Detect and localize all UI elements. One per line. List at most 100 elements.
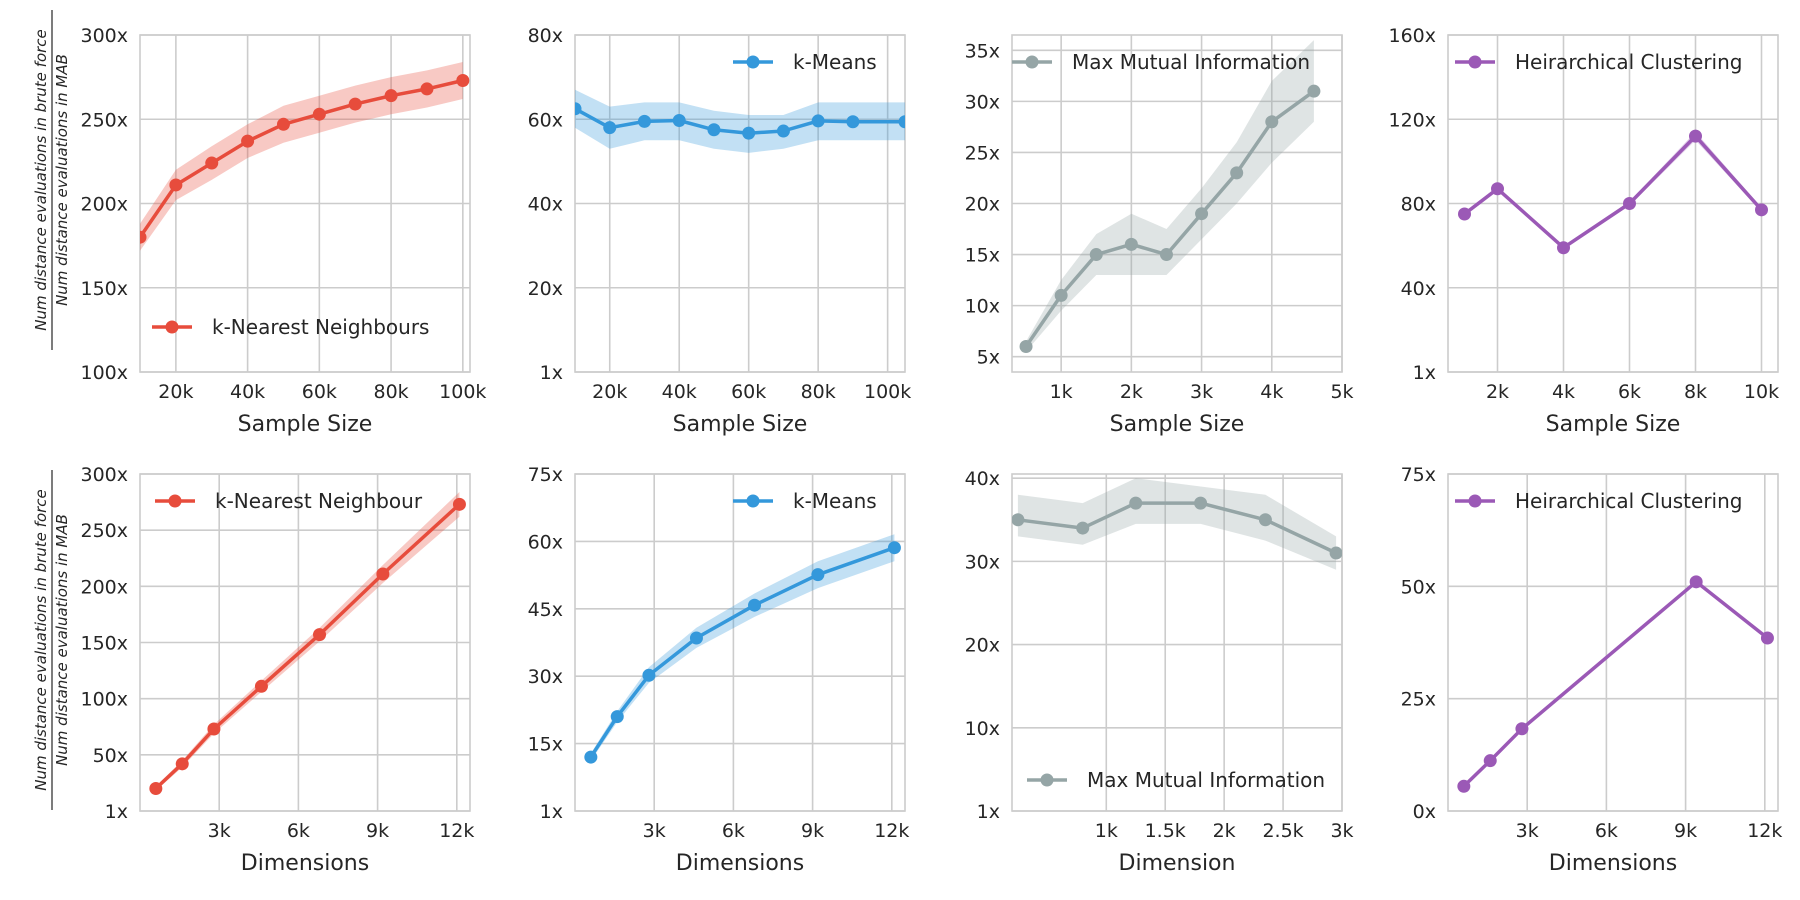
data-point: [748, 598, 762, 612]
y-tick-label: 45x: [528, 599, 563, 621]
y-axis-title-top: Num distance evaluations in brute force …: [32, 10, 71, 350]
data-point: [1689, 129, 1702, 143]
y-tick-label: 20x: [965, 194, 1000, 216]
x-tick-label: 9k: [1674, 820, 1697, 842]
legend-label: k-Means: [793, 50, 877, 74]
data-point: [169, 178, 183, 192]
data-point: [603, 121, 617, 135]
data-point: [575, 102, 582, 116]
y-axis-title-bottom: Num distance evaluations in brute force …: [32, 470, 71, 810]
data-point: [1159, 248, 1173, 262]
x-axis-label: Dimension: [1119, 851, 1236, 876]
data-point: [1012, 513, 1025, 527]
subplot-3: 1k 2k 3k 4k 5k 5x 10x 15x 20x 25x 30x 35x Sample Siz…: [965, 34, 1354, 437]
data-point: [1129, 496, 1143, 510]
data-point: [420, 82, 434, 96]
x-axis-label: Sample Size: [1546, 412, 1681, 437]
data-point: [1019, 339, 1033, 353]
data-point: [140, 230, 147, 244]
y-tick-label: 150x: [80, 278, 128, 300]
y-tick-label: 1x: [1413, 362, 1436, 384]
confidence-band: [590, 534, 895, 761]
legend-label: k-Means: [793, 489, 877, 513]
confidence-band: [1463, 581, 1768, 787]
y-tick-label: 50x: [1401, 576, 1436, 598]
data-point: [1557, 241, 1570, 255]
confidence-band: [575, 89, 905, 153]
data-point: [1089, 248, 1103, 262]
y-tick-label: 160x: [1388, 25, 1436, 47]
plot-frame: [1011, 34, 1343, 373]
confidence-band: [155, 492, 460, 791]
data-point: [452, 497, 466, 511]
legend-marker: [746, 494, 760, 508]
x-axis-label: Sample Size: [1110, 412, 1245, 437]
data-point: [1689, 575, 1703, 589]
y-tick-label: 25x: [965, 142, 1000, 164]
legend-label: Heirarchical Clustering: [1515, 50, 1742, 74]
x-axis-label: Dimensions: [1549, 851, 1677, 876]
data-point: [887, 541, 901, 555]
y-tick-label: 1x: [105, 801, 128, 823]
x-tick-label: 20k: [592, 381, 627, 403]
subplot-2: 20k 40k 60k 80k 100k 1x 20x 40x 60x 80x Sample Siz…: [528, 25, 912, 437]
subplot-1: 20k 40k 60k 80k 100k 100x 150x 200x 250x 300x Samp…: [80, 25, 486, 437]
x-axis-label: Sample Size: [673, 412, 808, 437]
x-tick-label: 6k: [287, 820, 310, 842]
x-tick-label: 4k: [1260, 381, 1283, 403]
y-tick-label: 1x: [977, 801, 1000, 823]
x-tick-label: 5k: [1330, 381, 1353, 403]
data-point: [1483, 754, 1497, 768]
data-point: [241, 134, 255, 148]
legend-marker: [1040, 773, 1054, 787]
y-tick-label: 0x: [1413, 801, 1436, 823]
x-tick-label: 40k: [662, 381, 697, 403]
data-point: [1458, 207, 1471, 221]
x-tick-label: 2.5k: [1262, 820, 1303, 842]
data-point: [1307, 84, 1321, 98]
y-tick-label: 200x: [80, 194, 128, 216]
y-axis-numerator: Num distance evaluations in brute force: [32, 489, 50, 791]
y-tick-label: 50x: [93, 745, 128, 767]
plot-area: [1457, 575, 1774, 793]
subplot-4: 2k 4k 6k 8k 10k 1x 40x 80x 120x 160x Sample Size He…: [1388, 25, 1779, 437]
data-point: [707, 123, 721, 137]
data-point: [1623, 197, 1636, 210]
y-tick-label: 150x: [80, 633, 128, 655]
plot-area: [140, 62, 470, 251]
x-tick-label: 80k: [801, 381, 836, 403]
subplot-6: 3k 6k 9k 12k 1x 15x 30x 45x 60x 75x Dimensions k-Me…: [528, 464, 910, 876]
y-tick-label: 250x: [80, 520, 128, 542]
legend-marker: [746, 55, 760, 69]
data-point: [312, 107, 326, 121]
x-tick-label: 9k: [801, 820, 824, 842]
x-tick-label: 12k: [439, 820, 474, 842]
y-tick-label: 250x: [80, 109, 128, 131]
data-point: [584, 750, 598, 764]
data-point: [175, 757, 189, 771]
x-tick-label: 3k: [208, 820, 231, 842]
data-point: [1195, 207, 1209, 221]
y-tick-label: 80x: [1401, 194, 1436, 216]
x-tick-label: 4k: [1552, 381, 1575, 403]
y-tick-label: 120x: [1388, 109, 1436, 131]
confidence-band: [1026, 40, 1314, 352]
x-tick-label: 100k: [864, 381, 911, 403]
series-line: [589, 546, 895, 759]
data-point: [1457, 779, 1471, 793]
x-tick-label: 6k: [1618, 381, 1641, 403]
legend: Heirarchical Clustering: [1455, 489, 1742, 513]
data-point: [149, 782, 163, 796]
y-tick-label: 40x: [965, 468, 1000, 490]
x-tick-label: 8k: [1684, 381, 1707, 403]
y-tick-label: 15x: [965, 245, 1000, 267]
data-point: [1760, 631, 1774, 645]
y-tick-label: 100x: [80, 689, 128, 711]
y-tick-label: 10x: [965, 718, 1000, 740]
data-point: [689, 631, 703, 645]
y-tick-label: 60x: [528, 109, 563, 131]
legend: Max Mutual Information: [1012, 50, 1310, 74]
data-point: [1265, 115, 1279, 129]
y-tick-label: 100x: [80, 362, 128, 384]
